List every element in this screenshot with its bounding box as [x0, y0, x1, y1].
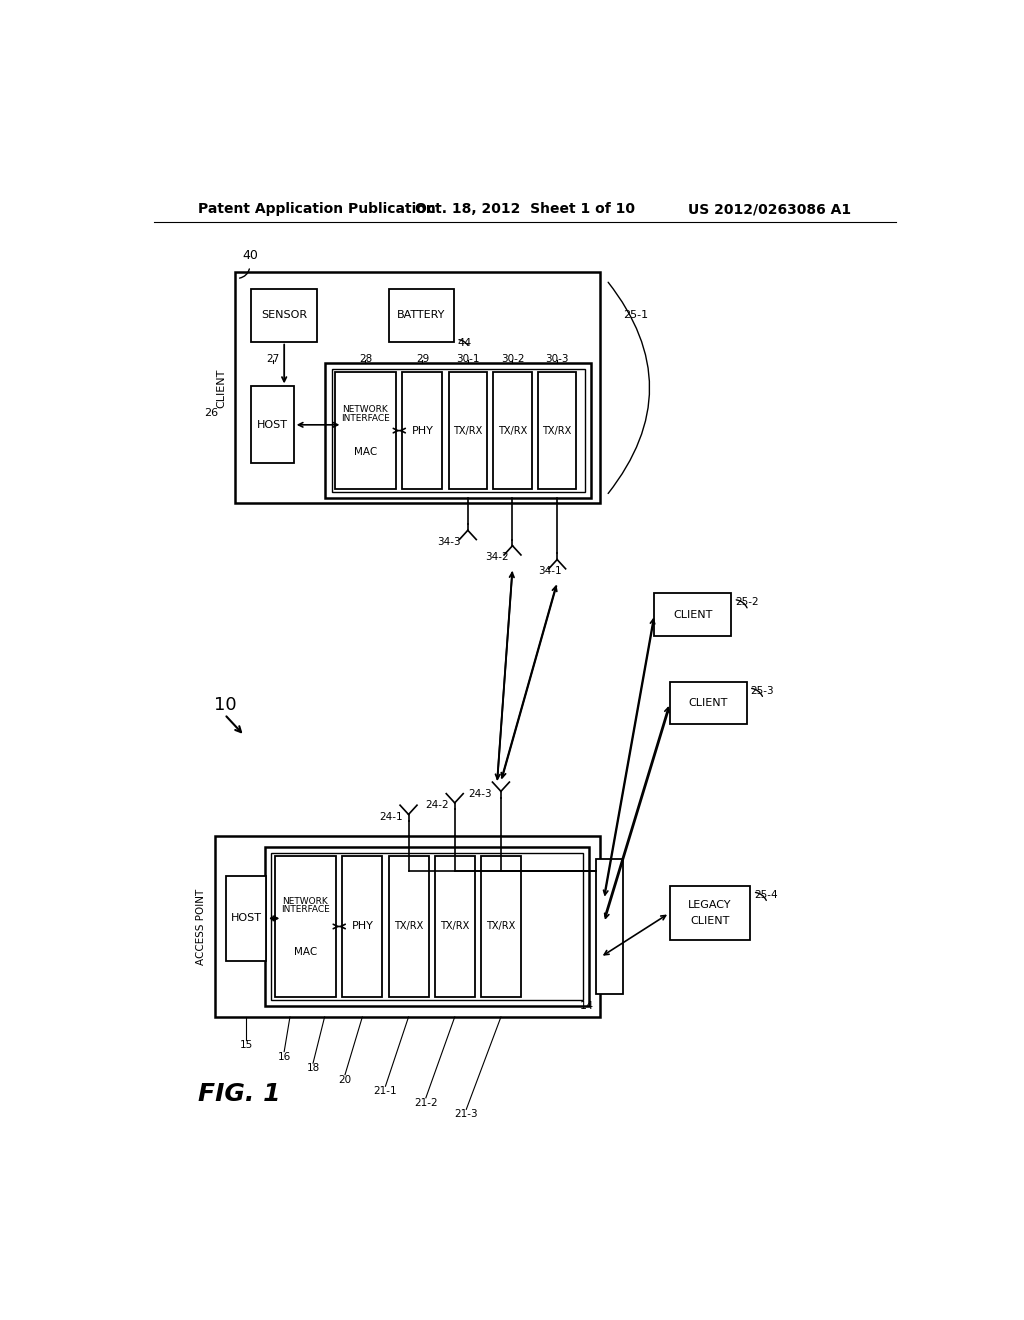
Bar	[326, 363, 591, 498]
Text: 18: 18	[306, 1063, 319, 1073]
Text: CLIENT: CLIENT	[673, 610, 713, 619]
Text: PHY: PHY	[351, 921, 374, 932]
Text: CLIENT: CLIENT	[690, 916, 730, 925]
Text: CLIENT: CLIENT	[688, 698, 728, 708]
Bar	[670, 682, 746, 725]
Text: ACCESS POINT: ACCESS POINT	[196, 888, 206, 965]
Text: MAC: MAC	[353, 446, 377, 457]
Text: 24-2: 24-2	[425, 800, 450, 810]
Bar	[234, 272, 600, 503]
Bar	[654, 594, 731, 636]
Text: 24-3: 24-3	[469, 788, 493, 799]
Bar	[481, 855, 521, 997]
Text: 30-3: 30-3	[546, 354, 569, 363]
Text: TX/RX: TX/RX	[454, 425, 482, 436]
Text: LEGACY: LEGACY	[688, 900, 732, 911]
Text: PHY: PHY	[412, 425, 433, 436]
Text: 27: 27	[266, 354, 280, 363]
Text: 24-1: 24-1	[379, 812, 402, 822]
Text: 34-3: 34-3	[437, 537, 461, 546]
Text: SENSOR: SENSOR	[261, 310, 307, 321]
Bar	[252, 387, 294, 463]
Text: BATTERY: BATTERY	[397, 310, 445, 321]
Text: HOST: HOST	[230, 913, 261, 924]
Text: TX/RX: TX/RX	[394, 921, 423, 932]
Text: 40: 40	[243, 248, 258, 261]
Text: 44: 44	[458, 338, 472, 347]
Bar	[538, 372, 577, 488]
Text: 16: 16	[278, 1052, 291, 1061]
Bar	[342, 855, 382, 997]
Text: 30-2: 30-2	[501, 354, 524, 363]
Text: HOST: HOST	[257, 420, 288, 430]
Text: INTERFACE: INTERFACE	[341, 413, 390, 422]
Bar	[332, 370, 585, 492]
Text: 28: 28	[358, 354, 372, 363]
Text: 34-1: 34-1	[538, 566, 561, 576]
Text: Patent Application Publication: Patent Application Publication	[199, 202, 436, 216]
Text: CLIENT: CLIENT	[217, 368, 226, 408]
Text: US 2012/0263086 A1: US 2012/0263086 A1	[688, 202, 851, 216]
Bar	[435, 855, 475, 997]
Bar	[402, 372, 442, 488]
Bar	[449, 372, 487, 488]
Text: 15: 15	[240, 1040, 253, 1049]
Text: 34-2: 34-2	[485, 552, 509, 562]
Bar	[388, 289, 454, 342]
Text: 21-1: 21-1	[374, 1086, 397, 1096]
Bar	[388, 855, 429, 997]
Text: TX/RX: TX/RX	[543, 425, 571, 436]
Bar	[274, 855, 336, 997]
Text: 25-1: 25-1	[624, 310, 648, 319]
Bar	[670, 886, 751, 940]
Bar	[494, 372, 531, 488]
Text: 26: 26	[205, 408, 218, 417]
Text: INTERFACE: INTERFACE	[281, 906, 330, 913]
Bar	[335, 372, 396, 488]
Bar	[265, 847, 589, 1006]
Text: 20: 20	[339, 1074, 351, 1085]
Text: 21-3: 21-3	[455, 1109, 478, 1119]
Text: TX/RX: TX/RX	[440, 921, 469, 932]
Text: TX/RX: TX/RX	[498, 425, 527, 436]
Text: MAC: MAC	[294, 946, 317, 957]
Text: NETWORK: NETWORK	[283, 896, 329, 906]
Text: 14: 14	[580, 1001, 594, 1011]
Bar	[271, 853, 583, 1001]
Text: 30-1: 30-1	[456, 354, 479, 363]
Text: FIG. 1: FIG. 1	[199, 1082, 281, 1106]
Bar	[596, 859, 624, 994]
Text: TX/RX: TX/RX	[486, 921, 515, 932]
Text: 21-2: 21-2	[414, 1098, 437, 1107]
Text: NETWORK: NETWORK	[343, 405, 388, 414]
Text: 25-4: 25-4	[755, 890, 778, 900]
Text: 29: 29	[416, 354, 429, 363]
Text: 25-3: 25-3	[751, 686, 774, 696]
Text: 10: 10	[214, 696, 237, 714]
Bar	[252, 289, 316, 342]
Text: Oct. 18, 2012  Sheet 1 of 10: Oct. 18, 2012 Sheet 1 of 10	[415, 202, 635, 216]
Bar	[226, 876, 266, 961]
Bar	[215, 836, 600, 1016]
Text: 25-2: 25-2	[735, 597, 759, 607]
